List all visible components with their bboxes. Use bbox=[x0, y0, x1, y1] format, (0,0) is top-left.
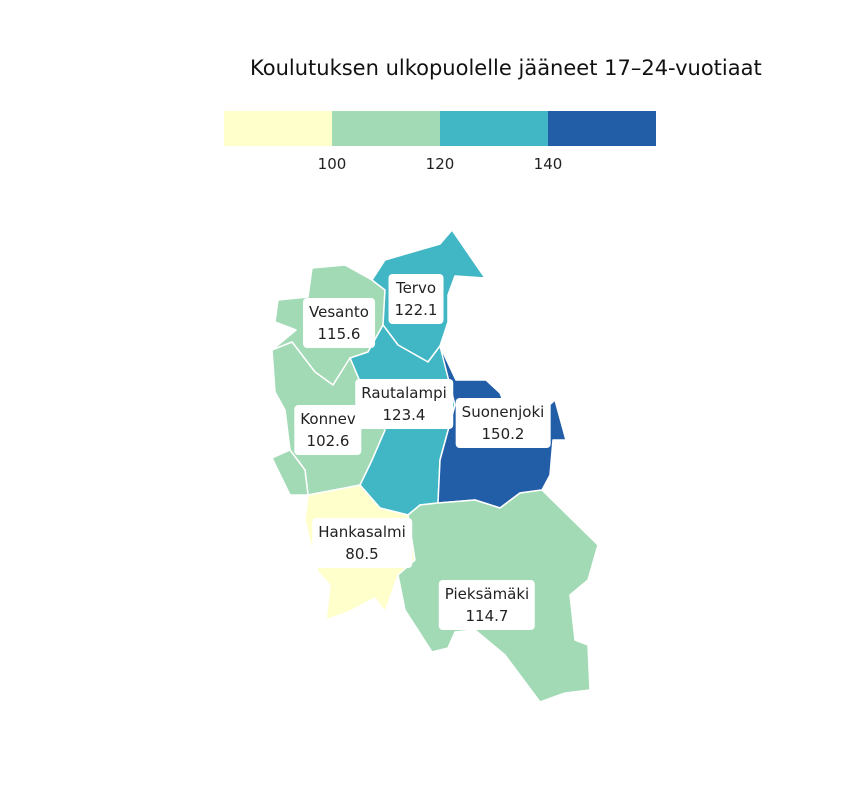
legend-bin-4 bbox=[548, 111, 656, 146]
legend-tick-140: 140 bbox=[533, 155, 563, 173]
legend-tick-120: 120 bbox=[425, 155, 455, 173]
map-title: Koulutuksen ulkopuolelle jääneet 17–24-v… bbox=[250, 56, 762, 80]
region-label-name: Tervo bbox=[395, 279, 437, 297]
region-label-pieksamaki: Pieksämäki 114.7 bbox=[438, 580, 536, 630]
region-label-value: 102.6 bbox=[306, 432, 350, 450]
region-label-value: 122.1 bbox=[394, 301, 438, 319]
region-konnev-sw[interactable] bbox=[271, 449, 309, 496]
region-label-name: Konnev bbox=[300, 410, 356, 428]
legend-bin-3 bbox=[440, 111, 548, 146]
region-label-konnev: Konnev 102.6 bbox=[294, 405, 362, 455]
region-label-suonenjoki: Suonenjoki 150.2 bbox=[455, 398, 551, 448]
legend-tick-100: 100 bbox=[317, 155, 347, 173]
region-label-name: Hankasalmi bbox=[318, 523, 406, 541]
region-label-rautalampi: Rautalampi 123.4 bbox=[355, 379, 453, 429]
region-label-name: Vesanto bbox=[309, 303, 369, 321]
region-label-name: Rautalampi bbox=[361, 384, 447, 402]
region-label-value: 115.6 bbox=[317, 325, 361, 343]
legend-bin-1 bbox=[224, 111, 332, 146]
legend-bin-2 bbox=[332, 111, 440, 146]
region-label-vesanto: Vesanto 115.6 bbox=[303, 298, 375, 348]
region-label-name: Suonenjoki bbox=[461, 403, 545, 421]
region-label-value: 80.5 bbox=[345, 545, 379, 563]
region-label-value: 150.2 bbox=[481, 425, 525, 443]
region-label-tervo: Tervo 122.1 bbox=[388, 274, 444, 324]
region-label-value: 123.4 bbox=[382, 406, 426, 424]
region-label-value: 114.7 bbox=[465, 607, 509, 625]
region-label-name: Pieksämäki bbox=[444, 585, 530, 603]
region-label-hankasalmi: Hankasalmi 80.5 bbox=[312, 518, 412, 568]
